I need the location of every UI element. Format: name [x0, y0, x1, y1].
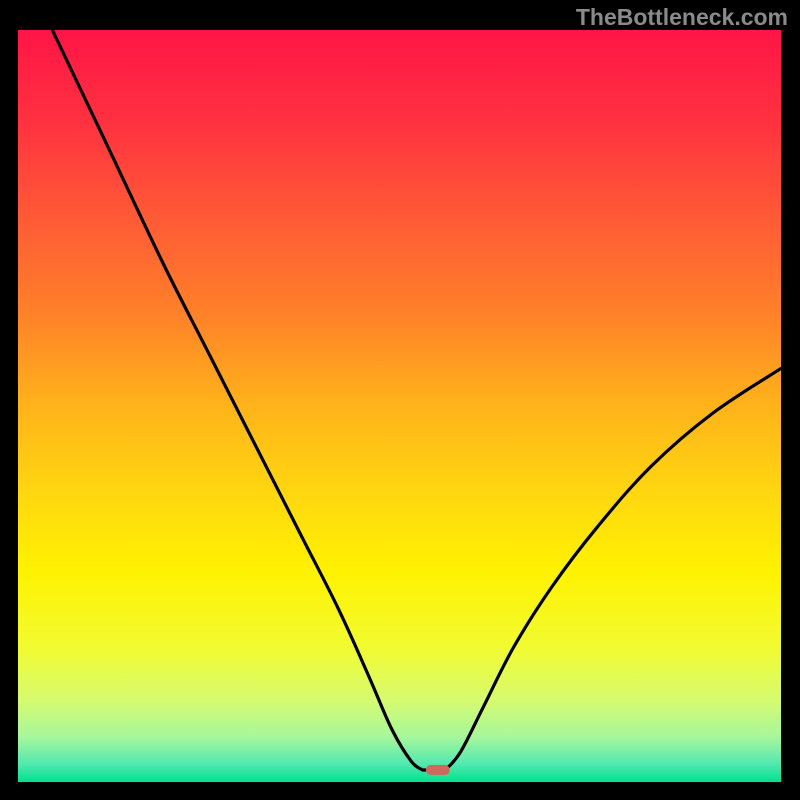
- chart-frame: TheBottleneck.com: [0, 0, 800, 800]
- plot-area: [18, 30, 781, 782]
- bottleneck-curve-chart: [18, 30, 781, 782]
- optimal-point-marker: [425, 765, 449, 775]
- watermark-text: TheBottleneck.com: [576, 4, 788, 31]
